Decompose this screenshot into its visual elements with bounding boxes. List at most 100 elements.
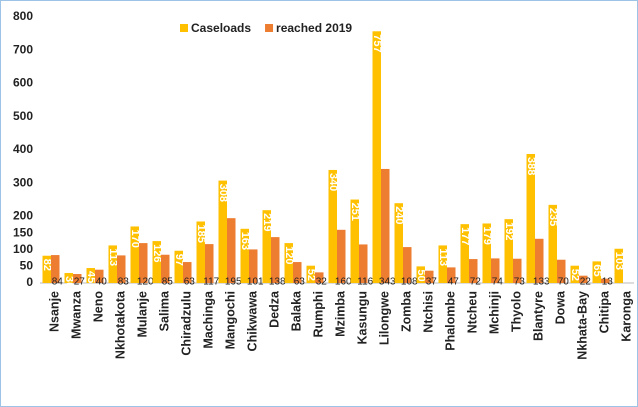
bar xyxy=(513,258,522,283)
data-label: 70 xyxy=(558,277,570,288)
data-label: 113 xyxy=(107,248,119,266)
y-tick-label: 700 xyxy=(13,42,33,56)
bar xyxy=(482,223,491,283)
bar xyxy=(86,268,95,283)
data-label: 65 xyxy=(591,264,603,276)
bar xyxy=(447,267,456,283)
bar xyxy=(416,266,425,283)
data-label: 240 xyxy=(393,206,405,224)
bar xyxy=(95,269,104,283)
legend-label: reached 2019 xyxy=(276,21,352,35)
data-label: 97 xyxy=(173,254,185,266)
data-label: 343 xyxy=(379,277,396,288)
bar xyxy=(240,228,249,283)
y-tick-label: 200 xyxy=(13,209,33,223)
bar xyxy=(526,153,535,283)
bar xyxy=(249,249,258,283)
data-label: 126 xyxy=(151,244,163,262)
data-label: 52 xyxy=(569,269,581,281)
data-label: 160 xyxy=(335,277,352,288)
bar xyxy=(614,248,623,283)
data-label: 40 xyxy=(96,277,108,288)
legend-label: Caseloads xyxy=(191,21,251,35)
x-tick-label: Neno xyxy=(91,291,105,323)
data-label: 116 xyxy=(357,277,373,288)
data-label: 30 xyxy=(63,276,75,288)
x-tick-label: Dedza xyxy=(267,290,281,328)
x-tick-label: Karonga xyxy=(619,290,633,342)
bar xyxy=(315,272,324,283)
data-label: 103 xyxy=(613,252,625,270)
x-tick-label: Mwanza xyxy=(69,290,83,339)
bar xyxy=(117,255,126,283)
bar xyxy=(152,241,161,283)
data-label: 52 xyxy=(305,269,317,281)
data-label: 120 xyxy=(137,277,154,288)
bar xyxy=(548,204,557,283)
bar xyxy=(328,169,337,283)
bar xyxy=(51,255,60,283)
x-tick-label: Mchinji xyxy=(487,291,501,334)
x-tick-label: Zomba xyxy=(399,290,413,332)
bar xyxy=(139,243,148,283)
data-label: 308 xyxy=(217,184,229,202)
x-tick-label: Thyolo xyxy=(509,291,523,332)
bar xyxy=(460,224,469,283)
bar xyxy=(130,226,139,283)
data-label: 195 xyxy=(225,277,242,288)
data-label: 388 xyxy=(525,157,537,175)
bar xyxy=(425,270,434,283)
data-label: 177 xyxy=(459,227,471,245)
data-label: 757 xyxy=(371,34,383,52)
bar xyxy=(350,199,359,283)
data-label: 37 xyxy=(426,277,438,288)
bar xyxy=(592,261,601,283)
data-label: 32 xyxy=(316,277,328,288)
data-label: 113 xyxy=(437,248,449,266)
bar xyxy=(535,238,544,283)
bar xyxy=(372,31,381,283)
bar xyxy=(438,245,447,283)
data-label: 185 xyxy=(195,224,207,242)
data-label: 74 xyxy=(492,277,504,288)
x-tick-label: Dowa xyxy=(553,290,567,324)
x-tick-label: Salima xyxy=(157,290,171,331)
bar xyxy=(491,258,500,283)
data-label: 170 xyxy=(129,229,141,247)
y-tick-label: 100 xyxy=(13,242,33,256)
x-tick-label: Ntcheu xyxy=(465,291,479,333)
y-tick-label: 800 xyxy=(13,9,33,23)
data-label: 84 xyxy=(52,277,64,288)
bar xyxy=(42,255,51,283)
y-tick-label: 150 xyxy=(13,225,33,239)
data-label: 138 xyxy=(269,277,286,288)
data-label: 82 xyxy=(41,259,53,271)
data-label: 117 xyxy=(203,277,219,288)
bar xyxy=(271,237,280,283)
bar xyxy=(218,180,227,283)
bar xyxy=(601,278,610,283)
bar xyxy=(262,210,271,283)
bar xyxy=(174,250,183,283)
x-tick-label: Nkhotakota xyxy=(113,290,127,359)
bar xyxy=(381,168,390,283)
bar xyxy=(196,221,205,283)
x-tick-label: Chitipa xyxy=(597,290,611,333)
data-label: 63 xyxy=(184,277,196,288)
x-tick-label: Mangochi xyxy=(223,291,237,349)
x-tick-label: Balaka xyxy=(289,290,303,331)
data-label: 120 xyxy=(283,246,295,264)
data-label: 22 xyxy=(580,277,592,288)
data-label: 72 xyxy=(470,277,482,288)
x-tick-label: Chikwawa xyxy=(245,290,259,351)
x-tick-label: Machinga xyxy=(201,290,215,349)
x-tick-label: Mzimba xyxy=(333,290,347,337)
bar xyxy=(108,245,117,283)
data-label: 45 xyxy=(85,271,97,283)
data-label: 73 xyxy=(514,277,526,288)
y-tick-label: 50 xyxy=(20,259,34,273)
bar xyxy=(205,244,214,283)
data-label: 47 xyxy=(448,277,460,288)
